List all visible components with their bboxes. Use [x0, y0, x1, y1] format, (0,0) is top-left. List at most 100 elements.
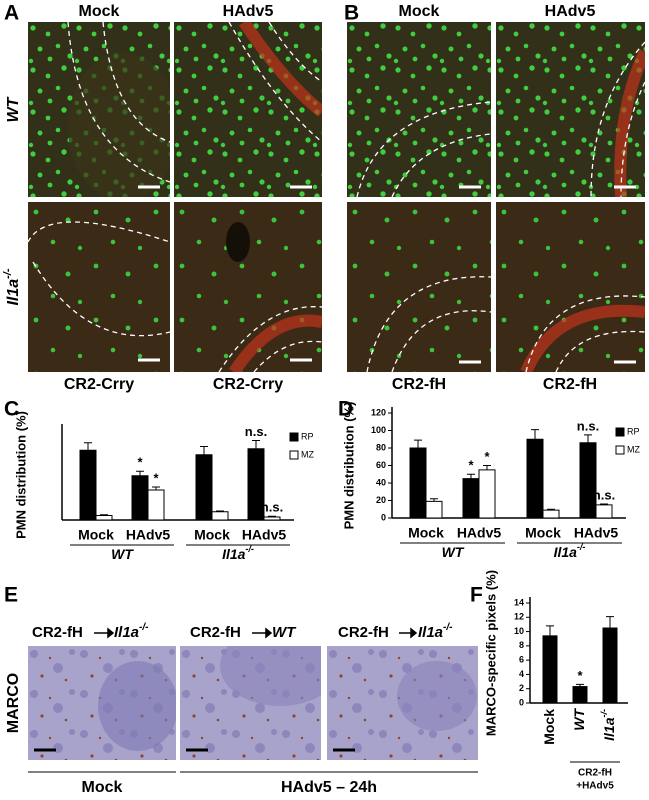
error-bar [546, 625, 554, 636]
bar [425, 500, 443, 519]
bar [409, 447, 427, 519]
arrows [94, 627, 418, 639]
error-bar [152, 486, 160, 490]
recipient-text: Il1a [418, 624, 443, 641]
bar [595, 504, 613, 519]
caption: CR2-fH [543, 376, 597, 393]
annotation: n.s. [261, 500, 283, 515]
x-tick-label-sup: -/- [599, 709, 609, 718]
x-tick-label: HAdv5 [242, 527, 287, 543]
annotation: n.s. [245, 424, 267, 439]
x-tick-label: Mock [194, 527, 230, 543]
y-tick-label: 100 [371, 425, 386, 435]
y-tick-label: 20 [376, 495, 386, 505]
caption: CR2-Crry [64, 376, 134, 393]
y-tick-label: 14 [514, 597, 524, 607]
y-tick-label: 10 [514, 626, 524, 636]
micrograph [180, 646, 321, 760]
recipient-sup: -/- [443, 622, 453, 633]
donor-label: CR2-fH [190, 624, 241, 641]
micrograph [174, 202, 322, 372]
donor-label: CR2-fH [32, 624, 83, 641]
x-tick-label: Il1a-/- [599, 709, 616, 741]
y-tick-label: 120 [371, 407, 386, 417]
error-bar [268, 515, 276, 517]
group-label: HAdv5 – 24h [281, 779, 377, 796]
error-bar [430, 498, 438, 502]
legend-swatch [289, 432, 299, 442]
recipient-label: WT [272, 624, 297, 641]
legend-label: RP [301, 431, 314, 441]
annotation: * [577, 668, 583, 683]
group-label: WT [111, 546, 134, 562]
column-label: HAdv5 [545, 3, 596, 20]
panel-label: E [4, 584, 18, 607]
bar [131, 475, 149, 521]
row-label: WT [5, 96, 22, 122]
x-tick-label: Mock [541, 709, 557, 745]
recipient-text: Il1a [114, 624, 139, 641]
bar [147, 489, 165, 521]
micrograph [347, 202, 491, 372]
y-tick-label: 40 [376, 477, 386, 487]
group-label-text: WT [111, 546, 134, 562]
legend-swatch [289, 450, 299, 460]
panel-label: F [470, 584, 483, 607]
micrograph [347, 22, 491, 197]
annotation: * [137, 455, 143, 470]
micrograph [28, 646, 176, 760]
legend-label: RP [627, 426, 640, 436]
column-label: Mock [399, 3, 440, 20]
error-bar [216, 510, 224, 512]
y-tick-label: 8 [519, 640, 524, 650]
error-bar [84, 442, 92, 451]
group-label: Il1a-/- [554, 542, 586, 559]
annotation: * [153, 470, 159, 485]
x-tick-label-text: Il1a [601, 717, 617, 741]
error-bar [467, 473, 475, 479]
x-tick-label: HAdv5 [126, 527, 171, 543]
legend-label: MZ [301, 449, 314, 459]
group-label: CR2-fH [578, 768, 612, 779]
y-tick-label: 80 [376, 442, 386, 452]
annotation: * [484, 449, 490, 464]
group-label-sup: -/- [577, 542, 586, 552]
caption: CR2-fH [392, 376, 446, 393]
error-bar [584, 434, 592, 443]
y-tick-label: 4 [519, 669, 524, 679]
error-bar [100, 514, 108, 516]
row-label: Il1a-/- [2, 268, 22, 305]
legend-swatch [615, 445, 625, 455]
micrograph [28, 22, 170, 197]
annotation: n.s. [593, 487, 615, 502]
bar [79, 449, 97, 521]
recipient-label: Il1a-/- [418, 622, 453, 641]
x-tick-label: HAdv5 [457, 525, 502, 541]
bar [195, 454, 213, 521]
bar [211, 511, 229, 521]
y-axis-label: PMN distribution (%) [13, 411, 28, 539]
x-tick-label-text: Mock [541, 709, 557, 745]
bar [526, 438, 544, 519]
group-label-text: Il1a [554, 544, 578, 560]
legend-label: MZ [627, 444, 640, 454]
x-tick-label: Mock [408, 525, 444, 541]
panel-label: C [4, 398, 19, 421]
row-label-text: Il1a [5, 279, 22, 306]
micrograph [174, 22, 322, 197]
bar [579, 442, 597, 519]
group-label-text: WT [442, 544, 465, 560]
bar [263, 516, 281, 521]
error-bar [252, 440, 260, 449]
y-tick-label: 2 [519, 683, 524, 693]
column-label: Mock [79, 3, 120, 20]
group-label: WT [442, 544, 465, 560]
row-label: MARCO [5, 673, 22, 733]
y-axis-label: PMN distribution (%) [341, 402, 356, 530]
x-tick-label-text: WT [571, 708, 587, 731]
group-label: Il1a-/- [222, 544, 254, 561]
caption: CR2-Crry [213, 376, 283, 393]
x-tick-label: Mock [78, 527, 114, 543]
donor-label: CR2-fH [338, 624, 389, 641]
